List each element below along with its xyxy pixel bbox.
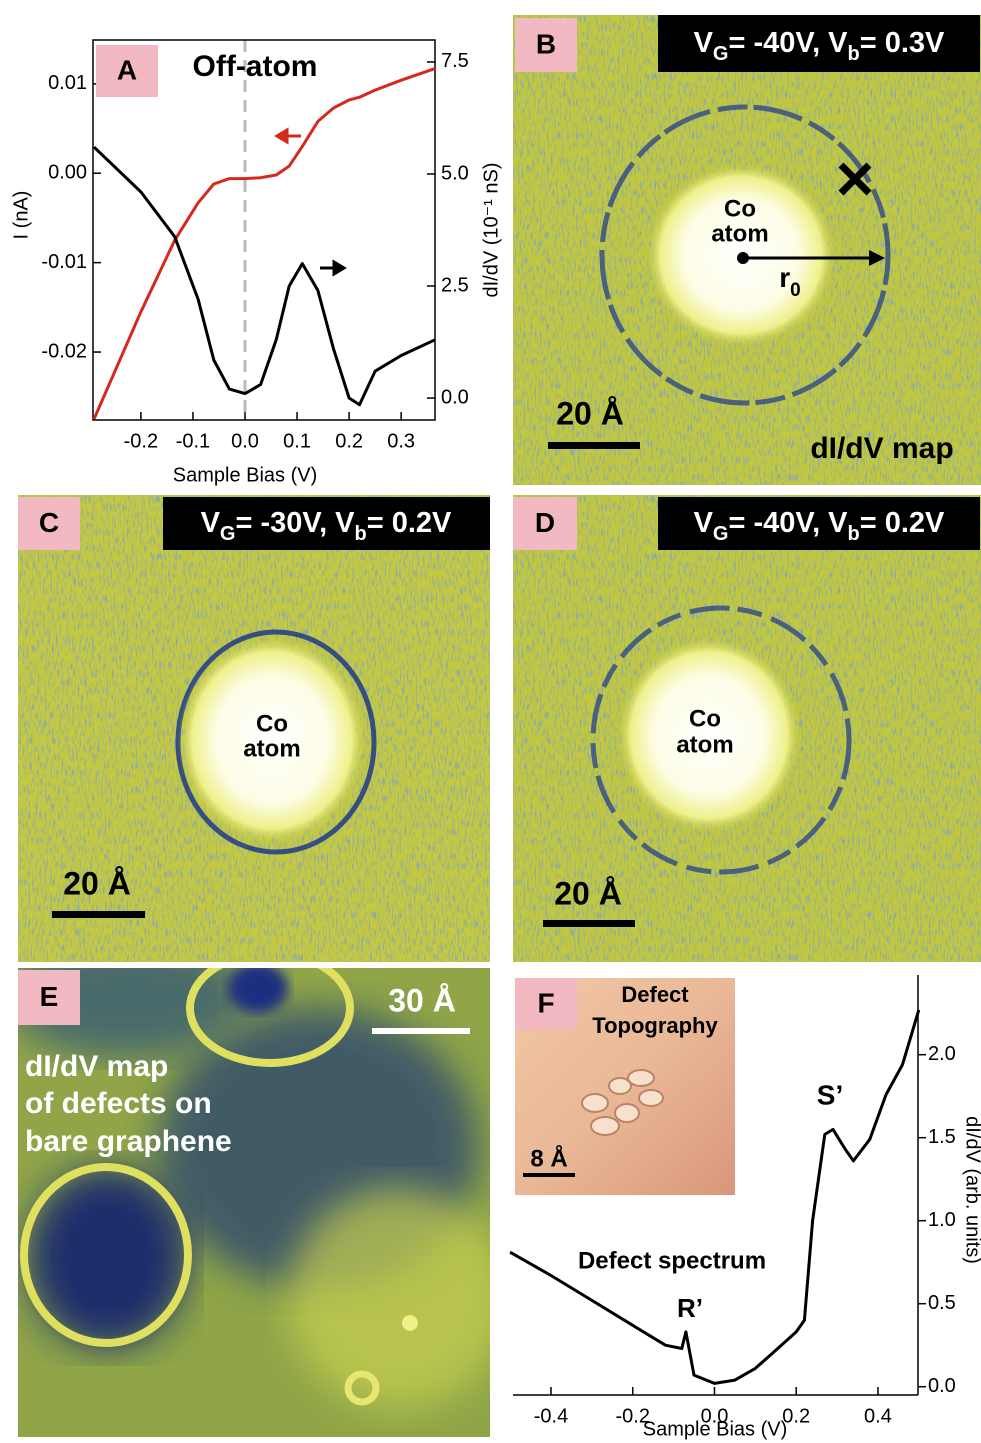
scale-label: 20 Å [554, 875, 622, 911]
caption: bare graphene [25, 1125, 232, 1158]
atom-label: Co [256, 710, 288, 737]
subscript: G [220, 523, 236, 545]
atom-label: Co [724, 195, 756, 222]
y-tick-label: 1.0 [928, 1209, 956, 1231]
annotation: R’ [677, 1293, 703, 1323]
x-tick-label: 0.4 [864, 1405, 892, 1427]
x-axis-label: Sample Bias (V) [643, 1418, 788, 1440]
x-tick-label: 0.2 [335, 430, 363, 452]
y-axis-label: dI/dV (arb. units) [962, 1116, 981, 1264]
map-label: dI/dV map [810, 432, 953, 465]
text-span: = -30V, V [235, 507, 355, 539]
y-tick-label: -0.01 [41, 251, 87, 273]
y-tick-label: 0.5 [928, 1292, 956, 1314]
annotation: S’ [817, 1079, 843, 1110]
annotation: Defect spectrum [578, 1247, 766, 1274]
atom-label: atom [243, 735, 300, 762]
subscript: G [713, 43, 729, 65]
y-tick-label: 0.0 [928, 1375, 956, 1397]
text-span: = -40V, V [728, 507, 848, 539]
y2-axis-label: dI/dV (10⁻¹ nS) [480, 162, 502, 297]
scale-label: 20 Å [556, 395, 624, 431]
caption: dI/dV map [25, 1050, 168, 1083]
text-span: r [779, 262, 790, 293]
annotation: Off-atom [193, 50, 318, 83]
subscript: b [848, 523, 860, 545]
x-tick-label: 0.0 [231, 430, 259, 452]
y-tick-label: 0.00 [48, 162, 87, 184]
y2-tick-label: 2.5 [441, 274, 469, 296]
subscript: b [355, 523, 367, 545]
subscript: 0 [790, 280, 801, 301]
scale-label: 20 Å [63, 865, 131, 901]
x-tick-label: -0.2 [124, 430, 158, 452]
y2-tick-label: 7.5 [441, 50, 469, 72]
inset-title: Topography [592, 1013, 718, 1038]
text-span: V [201, 507, 221, 539]
y2-tick-label: 0.0 [441, 386, 469, 408]
x-axis-label: Sample Bias (V) [173, 464, 318, 486]
text-span: V [694, 507, 714, 539]
panel-label: D [535, 507, 555, 538]
text-span: = 0.2V [367, 507, 452, 539]
text-span: = -40V, V [728, 27, 848, 59]
caption: of defects on [25, 1087, 212, 1120]
atom-label: atom [711, 220, 768, 247]
y2-tick-label: 5.0 [441, 162, 469, 184]
x-tick-label: 0.3 [387, 430, 415, 452]
x-tick-label: 0.1 [283, 430, 311, 452]
scale-label: 30 Å [388, 982, 456, 1018]
y-axis-label: I (nA) [10, 191, 32, 240]
scale-label: 8 Å [530, 1144, 567, 1172]
y-tick-label: 2.0 [928, 1043, 956, 1065]
panel-label: B [536, 28, 556, 59]
panel-label: C [39, 507, 59, 538]
atom-label: atom [676, 731, 733, 758]
inset-title: Defect [621, 982, 689, 1007]
text-span: = 0.3V [860, 27, 945, 59]
panel-label: F [537, 987, 554, 1018]
y-tick-label: 1.5 [928, 1126, 956, 1148]
figure: -0.2-0.10.00.10.20.30.010.00-0.01-0.027.… [0, 0, 981, 1443]
y-tick-label: 0.01 [48, 72, 87, 94]
subscript: b [848, 43, 860, 65]
x-tick-label: -0.1 [176, 430, 210, 452]
atom-label: Co [689, 705, 721, 732]
text-span: V [694, 27, 714, 59]
panel-label: E [40, 981, 59, 1012]
subscript: G [713, 523, 729, 545]
x-tick-label: -0.4 [534, 1405, 568, 1427]
panel-label: A [117, 54, 137, 85]
text-span: = 0.2V [860, 507, 945, 539]
y-tick-label: -0.02 [41, 340, 87, 362]
